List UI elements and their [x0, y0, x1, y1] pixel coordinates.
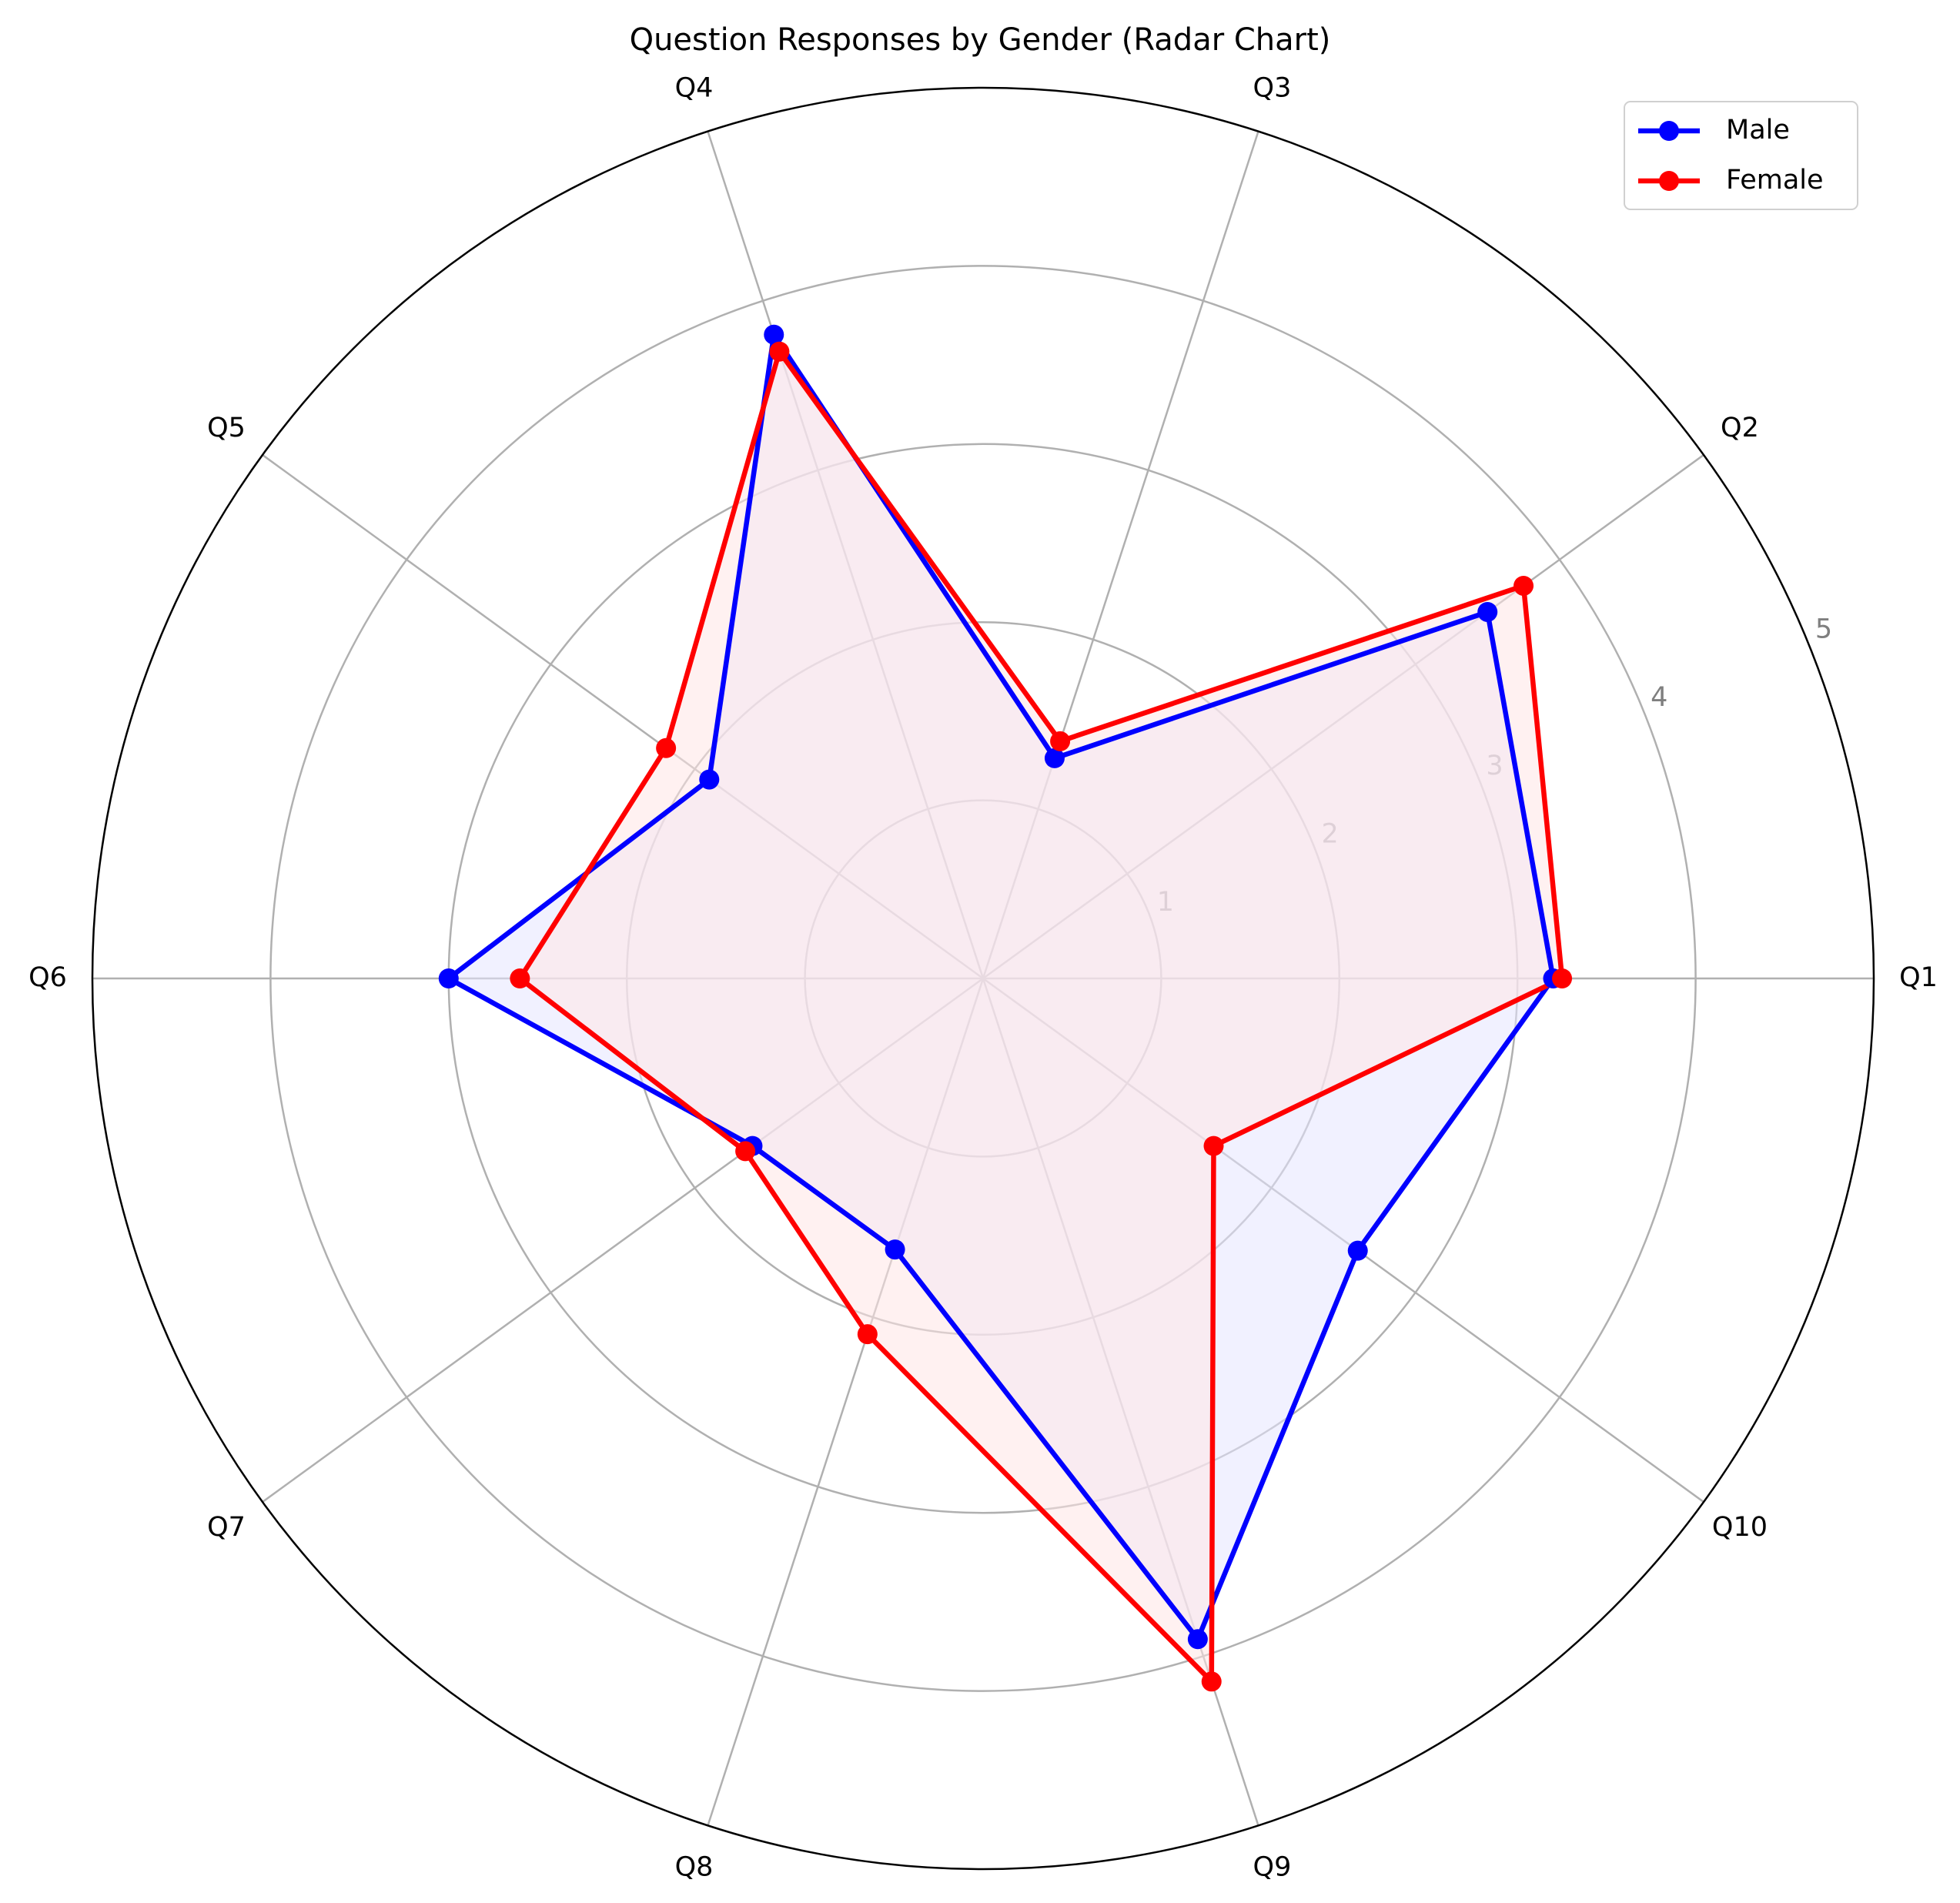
data-point-female [1513, 575, 1534, 596]
data-point-male [1347, 1240, 1368, 1261]
data-point-female [735, 1141, 756, 1162]
legend-marker-male [1659, 121, 1679, 141]
data-point-female [1050, 731, 1071, 751]
radial-tick-label: 5 [1815, 614, 1832, 645]
category-label: Q7 [207, 1512, 246, 1543]
category-label: Q3 [1253, 72, 1292, 103]
category-label: Q8 [675, 1852, 714, 1883]
data-point-female [857, 1324, 878, 1345]
legend-label-female: Female [1726, 165, 1824, 196]
data-point-female [769, 341, 790, 362]
legend: Male Female [1624, 101, 1858, 210]
category-label: Q5 [207, 413, 246, 443]
outer-frame [91, 86, 1875, 1871]
category-label: Q10 [1712, 1512, 1768, 1543]
data-point-female [656, 737, 677, 758]
category-label: Q4 [675, 72, 714, 103]
category-label: Q2 [1721, 413, 1759, 443]
data-point-male [1187, 1629, 1208, 1650]
data-point-female [1201, 1671, 1222, 1692]
chart-title: Question Responses by Gender (Radar Char… [630, 22, 1331, 58]
category-label: Q6 [28, 962, 67, 993]
category-label: Q9 [1253, 1852, 1292, 1883]
data-point-male [1477, 601, 1498, 622]
data-point-male [1044, 747, 1065, 768]
series-fills [448, 334, 1563, 1682]
category-labels: Q1 Q2 Q3 Q4 Q5 Q6 Q7 Q8 Q9 Q10 [28, 72, 1938, 1882]
data-point-female [1552, 968, 1573, 988]
legend-label-male: Male [1726, 115, 1790, 145]
data-point-male [764, 324, 784, 345]
data-point-male [699, 769, 720, 790]
data-point-female [1203, 1135, 1224, 1156]
data-point-male [885, 1239, 905, 1260]
category-label: Q1 [1899, 962, 1938, 993]
series-markers [438, 324, 1573, 1692]
legend-marker-female [1659, 171, 1679, 191]
series-fill-female [520, 351, 1563, 1682]
data-point-female [510, 968, 530, 988]
radial-tick-label: 4 [1651, 682, 1667, 713]
data-point-male [438, 968, 459, 988]
